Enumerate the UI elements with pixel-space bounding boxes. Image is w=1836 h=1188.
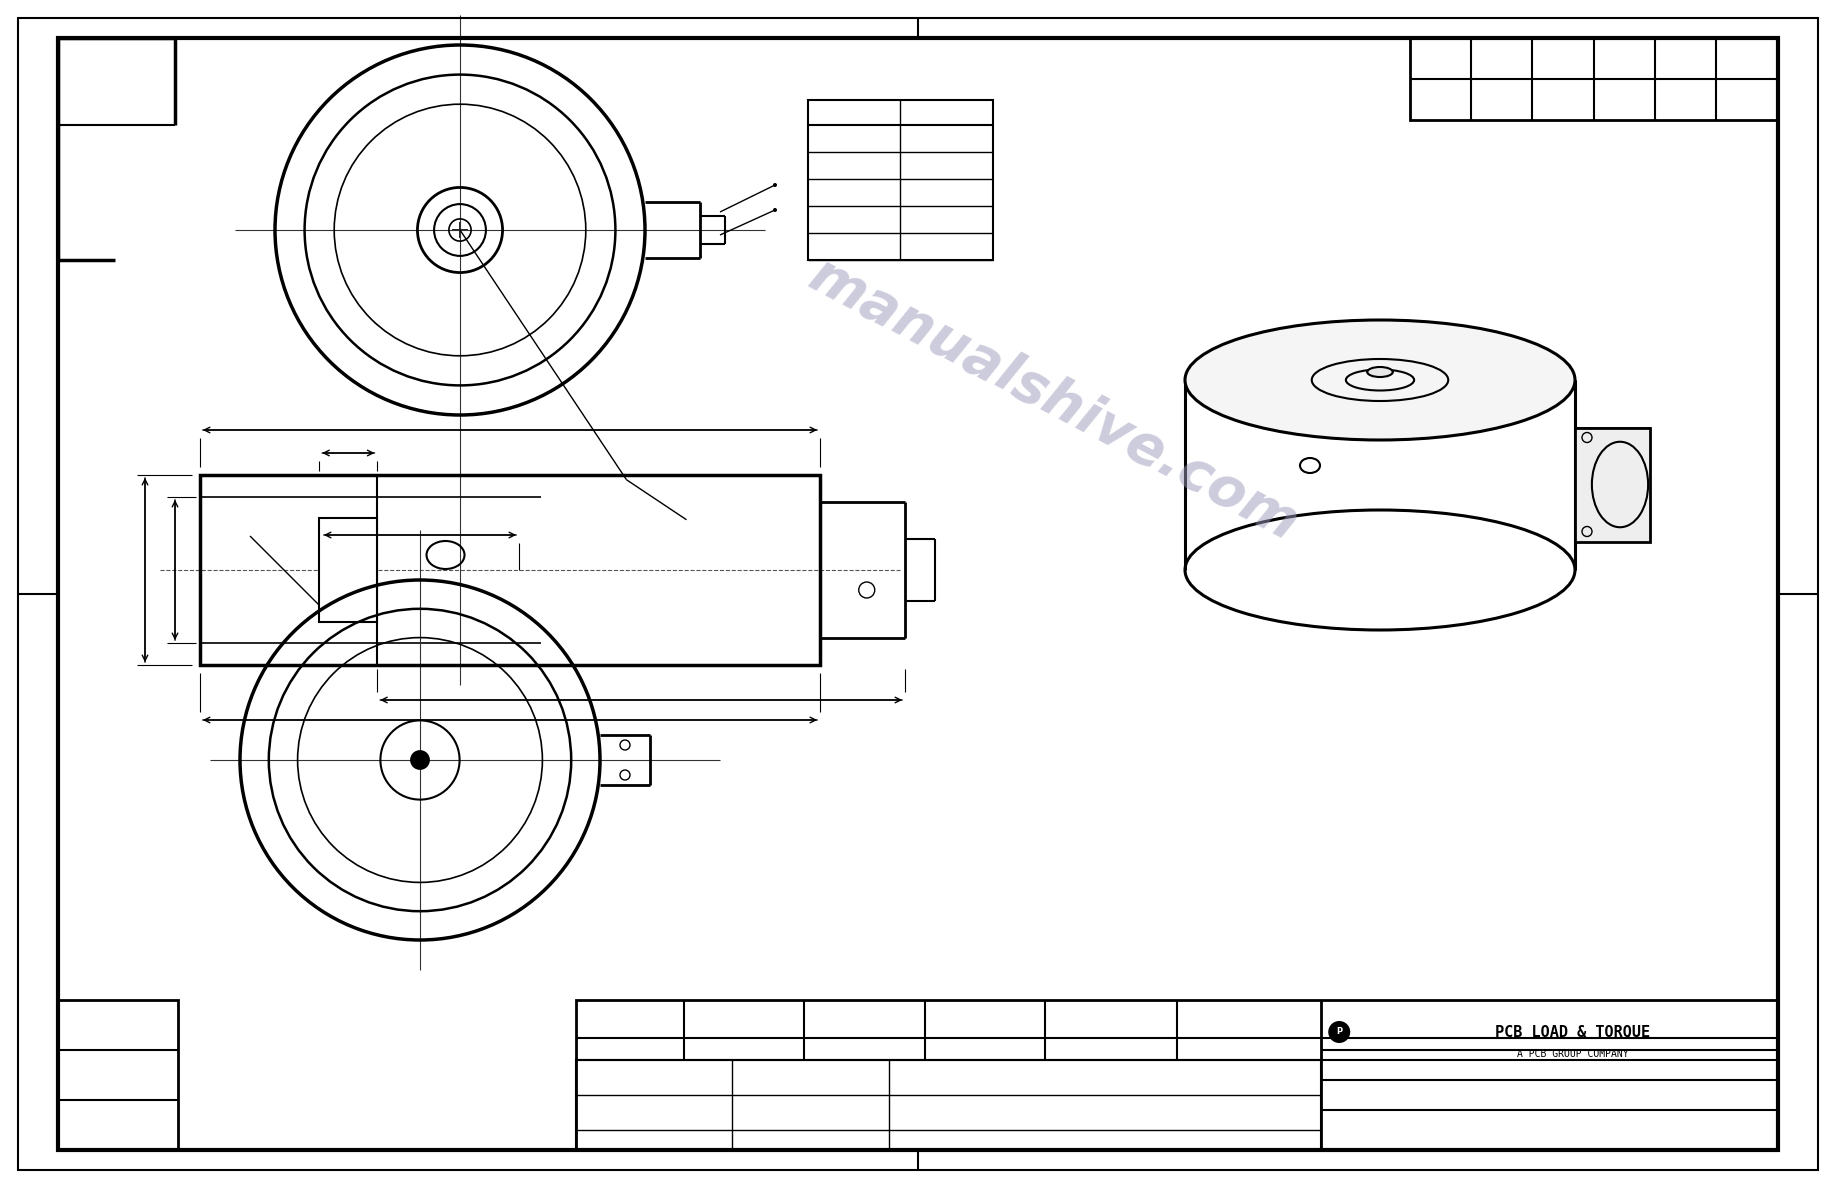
Ellipse shape [1184, 320, 1575, 440]
Bar [1575, 428, 1651, 542]
Bar [808, 100, 993, 260]
Bar [577, 1000, 1777, 1150]
Ellipse shape [1368, 367, 1394, 377]
Circle shape [409, 750, 430, 770]
Text: manualshive.com: manualshive.com [800, 248, 1307, 552]
Bar [200, 475, 821, 665]
Text: PCB LOAD & TORQUE: PCB LOAD & TORQUE [1495, 1024, 1651, 1040]
Bar [319, 518, 378, 623]
Circle shape [1327, 1020, 1349, 1043]
Circle shape [773, 183, 777, 187]
Circle shape [773, 208, 777, 211]
Bar [1410, 38, 1777, 120]
Text: A PCB GROUP COMPANY: A PCB GROUP COMPANY [1517, 1049, 1629, 1059]
Bar [59, 1000, 178, 1150]
Bar [577, 1060, 1322, 1150]
Text: P: P [1337, 1028, 1342, 1036]
